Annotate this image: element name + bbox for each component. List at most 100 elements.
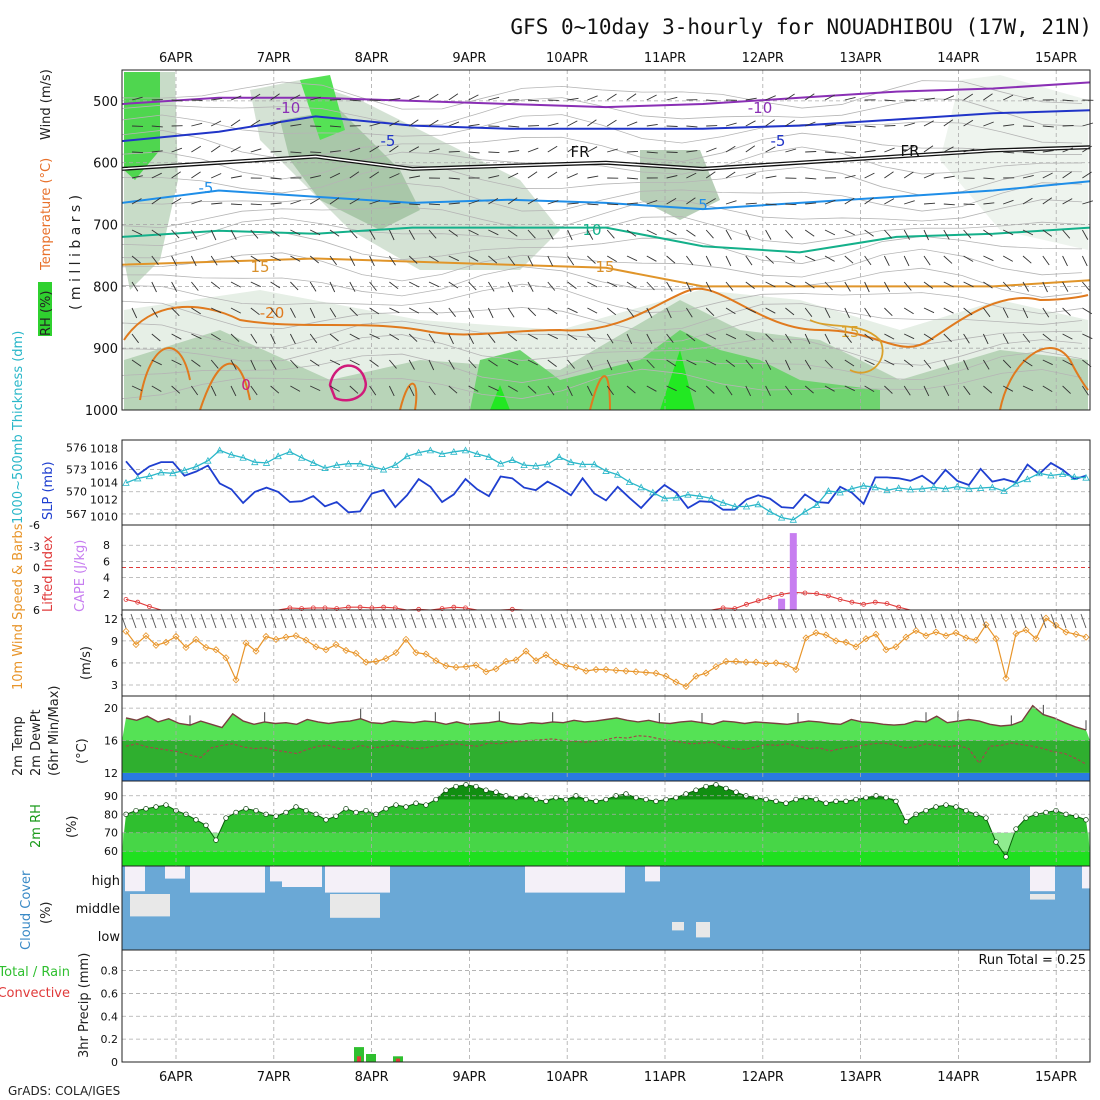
wind-barb (830, 613, 837, 629)
wind-barb (804, 229, 815, 237)
rh-point (963, 807, 969, 814)
thickness-point (578, 460, 587, 468)
wind-barb (740, 613, 747, 629)
wind-barb (1062, 255, 1068, 267)
wind-barb (200, 613, 207, 629)
wind-barb (903, 171, 914, 179)
rh-tick-label: 70 (104, 827, 118, 840)
wind-barb (923, 97, 935, 101)
wind-barb (151, 229, 162, 237)
rh-point (763, 796, 769, 803)
cloud-gap (1030, 866, 1055, 892)
wind-barb (508, 172, 519, 179)
rh-point (793, 796, 799, 803)
wind-barb (1022, 125, 1035, 127)
wind-barb (250, 281, 261, 288)
wind-speed-point (252, 647, 260, 655)
wind-barb (1062, 281, 1069, 292)
pressure-tick-label: 800 (93, 280, 118, 295)
thickness-point (719, 498, 727, 506)
rh-point (663, 796, 669, 803)
wind-barb (230, 307, 242, 314)
wind-barb (983, 229, 993, 237)
cloud-gap (165, 866, 185, 879)
wind-barb (270, 229, 280, 237)
rh-point (603, 796, 609, 803)
wind-barb (400, 613, 407, 629)
wind-barb (963, 281, 974, 288)
rh-contour (121, 114, 1083, 144)
rh-point (323, 817, 329, 823)
wind-barb (923, 145, 934, 153)
wind-barb (840, 613, 847, 629)
cloud-gap (696, 922, 710, 938)
rh-point (903, 819, 909, 825)
wind-barb (587, 146, 598, 153)
thickness-point (180, 466, 189, 474)
wind-barb (963, 229, 972, 239)
wind-barb (1022, 255, 1032, 264)
wind-barb (390, 613, 397, 629)
wind-barb (131, 175, 143, 179)
wind-barb (547, 145, 558, 153)
rh-point (693, 787, 699, 793)
cloud-gap (282, 866, 322, 887)
wind-barb (646, 281, 655, 291)
wind-barb (884, 385, 893, 394)
wind-barb (765, 95, 776, 101)
wind-barb (785, 255, 796, 262)
wind-barb (490, 613, 497, 629)
wind-barb (369, 171, 380, 179)
thickness-point (356, 459, 364, 467)
wind-barb (1003, 124, 1015, 127)
thickness-point (543, 460, 552, 468)
thickness-point (368, 462, 376, 470)
wind-barb (270, 255, 281, 262)
wind-speed-point (202, 643, 210, 652)
wind-barb (290, 281, 299, 291)
thickness-point (695, 492, 704, 500)
wind-speed-point (182, 643, 190, 652)
wind-barb (900, 613, 907, 629)
wind-barb (1022, 197, 1033, 205)
wind-barb (626, 93, 637, 101)
wind-barb (983, 202, 995, 205)
wind-speed-point (572, 663, 580, 671)
wind-barb (646, 94, 657, 101)
wind-barb (210, 145, 221, 153)
isotherm-15-low-line (809, 319, 884, 374)
wind-barb (943, 146, 954, 153)
wind-barb (650, 613, 657, 629)
wind-speed-point (162, 638, 170, 646)
wind-barb (270, 385, 280, 394)
wind-barb (527, 333, 538, 340)
wind-barb (270, 281, 281, 289)
wind-barb (131, 229, 143, 236)
run-total: Run Total = 0.25 (978, 953, 1086, 968)
date-labels-bottom: 6APR 7APR 8APR 9APR 10APR 11APR 12APR 13APR 14AP… (159, 1070, 1077, 1085)
wind-speed-point (862, 635, 870, 643)
rh-point (493, 789, 499, 795)
wind-barb (626, 229, 637, 237)
wind-barb (725, 359, 736, 367)
wind-barb (646, 123, 658, 127)
wind-barb (547, 281, 556, 291)
wind-barb (468, 281, 477, 291)
rh-legend-swatch (38, 282, 52, 336)
wind-barb (626, 307, 635, 317)
wind-barb (923, 173, 935, 179)
wind-barb (765, 281, 776, 288)
wind-barb (527, 307, 537, 317)
wind-barb (151, 125, 163, 128)
wind-barb (349, 198, 360, 205)
wind-barb (765, 203, 777, 206)
wind-barb (448, 281, 459, 289)
wind-speed-point (832, 637, 840, 645)
wind-barb (923, 385, 930, 397)
thickness-point (1082, 473, 1090, 481)
wind-barb (884, 171, 894, 179)
isotherm-line (121, 81, 1091, 109)
wind-barb (745, 281, 755, 289)
wind-barb (1002, 359, 1012, 369)
wind-barb (1042, 125, 1054, 128)
